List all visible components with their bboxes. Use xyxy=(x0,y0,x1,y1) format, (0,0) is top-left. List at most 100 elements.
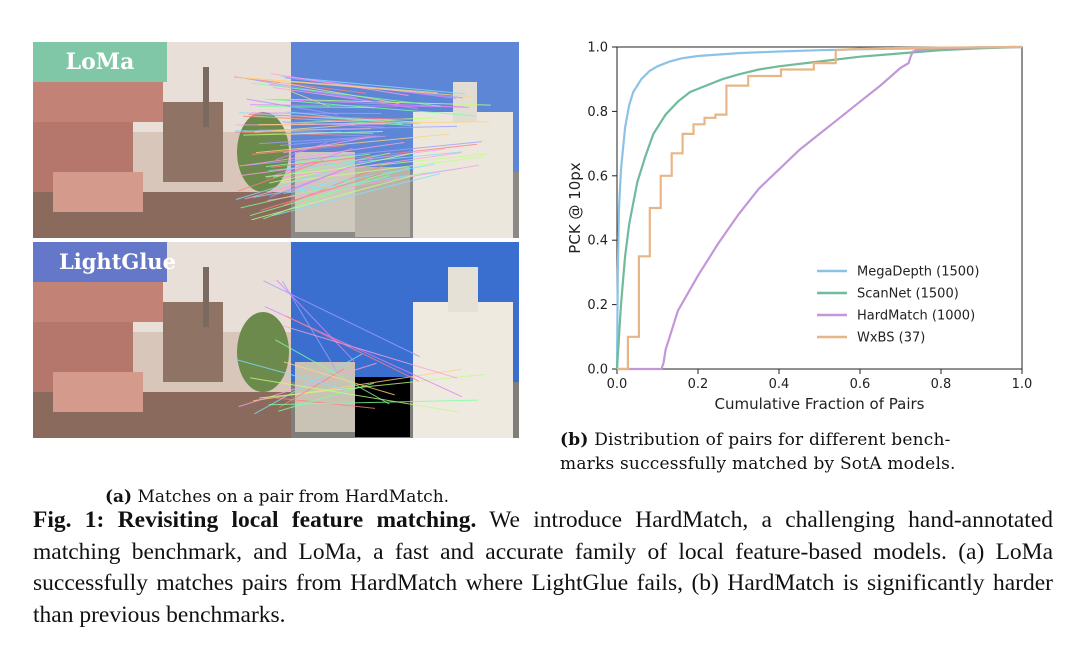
match-line xyxy=(236,359,347,391)
match-line xyxy=(250,104,465,108)
y-tick-label: 0.8 xyxy=(587,105,608,120)
match-line xyxy=(238,112,420,125)
x-axis-title: Cumulative Fraction of Pairs xyxy=(715,395,925,413)
x-tick-label: 0.6 xyxy=(850,377,871,392)
match-line xyxy=(281,152,462,179)
y-tick-label: 0.0 xyxy=(587,363,608,378)
scene-pair-image xyxy=(33,42,519,238)
loma-match-lines xyxy=(233,73,491,221)
figure-title: Revisiting local feature matching. xyxy=(117,507,477,533)
right-tower-2 xyxy=(448,267,478,312)
caption-a: (a) Matches on a pair from HardMatch. xyxy=(105,487,449,507)
caption-b-label: (b) xyxy=(560,430,589,450)
series-line-wxbs xyxy=(617,45,1023,371)
sofa xyxy=(53,172,143,212)
left-building-2 xyxy=(163,302,223,382)
figure-body: We introduce HardMatch, a challenging ha… xyxy=(33,507,1054,628)
sofa-2 xyxy=(53,372,143,412)
match-line xyxy=(240,168,409,209)
match-line xyxy=(237,77,472,97)
pck-chart: 0.0 0.2 0.4 0.6 0.8 1.0 0.0 0.2 0.4 0.6 0.8 1.0 Meg… xyxy=(566,41,1032,414)
match-line xyxy=(256,133,450,154)
legend-label: ScanNet (1500) xyxy=(857,287,959,302)
match-line xyxy=(280,156,483,184)
match-line xyxy=(260,173,382,211)
panel-a-matches: LoMa LightGlue (a) Matches on a pair fro… xyxy=(33,42,519,507)
x-tick-label: 0.4 xyxy=(769,377,790,392)
series-line-scannet xyxy=(615,45,1023,370)
awning-2 xyxy=(33,282,163,322)
match-line xyxy=(264,98,476,117)
spire xyxy=(203,67,209,127)
match-line xyxy=(286,161,363,193)
chart-axes: 0.0 0.2 0.4 0.6 0.8 1.0 0.0 0.2 0.4 0.6 0.8 1.0 xyxy=(587,41,1032,393)
spire-2 xyxy=(203,267,209,327)
match-line xyxy=(248,114,411,120)
match-line xyxy=(254,353,363,415)
y-axis-title: PCK @ 10px xyxy=(566,162,584,254)
match-line xyxy=(245,141,483,166)
loma-label: LoMa xyxy=(33,42,167,82)
match-line xyxy=(249,112,382,115)
match-line xyxy=(286,315,419,382)
match-line xyxy=(270,143,478,168)
x-tick-label: 0.0 xyxy=(607,377,628,392)
match-line xyxy=(265,153,370,168)
match-line xyxy=(267,164,479,201)
match-line xyxy=(241,76,438,94)
loma-match-image: LoMa xyxy=(33,42,519,238)
match-line xyxy=(268,399,478,406)
y-tick-label: 1.0 xyxy=(587,41,608,56)
match-line xyxy=(283,135,375,154)
right-building-3 xyxy=(413,112,513,238)
plot-frame xyxy=(616,46,1023,370)
match-line xyxy=(234,130,374,134)
match-line xyxy=(258,121,490,126)
awning xyxy=(33,82,163,122)
y-tick-label: 0.2 xyxy=(587,298,608,313)
match-line xyxy=(259,135,380,145)
series-line-hardmatch xyxy=(617,45,1023,371)
lightglue-match-image: LightGlue xyxy=(33,242,519,438)
match-line xyxy=(269,152,415,184)
caption-b: (b) Distribution of pairs for different … xyxy=(560,428,1050,476)
match-line xyxy=(239,76,358,99)
match-line xyxy=(283,325,458,379)
match-line xyxy=(242,115,399,124)
right-building-6 xyxy=(413,302,513,438)
match-line xyxy=(273,152,391,178)
match-line xyxy=(249,377,459,413)
scene-pair-image-2 xyxy=(33,242,519,438)
caption-b-line2: marks successfully matched by SotA model… xyxy=(560,454,956,474)
figure-label: Fig. 1: xyxy=(33,507,105,533)
legend-label: HardMatch (1000) xyxy=(857,309,975,324)
match-line xyxy=(251,82,441,107)
match-line xyxy=(271,173,441,217)
match-line xyxy=(282,121,385,128)
match-line xyxy=(281,75,465,95)
match-line xyxy=(283,361,395,396)
match-line xyxy=(238,362,377,408)
match-line xyxy=(275,142,328,161)
legend-label: WxBS (37) xyxy=(857,331,925,346)
chart-legend: MegaDepth (1500) ScanNet (1500) HardMatch … xyxy=(817,265,979,346)
palm-plant-2 xyxy=(237,312,289,392)
lightglue-label: LightGlue xyxy=(33,242,176,282)
x-tick-label: 1.0 xyxy=(1012,377,1033,392)
legend-label: MegaDepth (1500) xyxy=(857,265,979,280)
match-line xyxy=(233,76,367,94)
match-line xyxy=(270,73,409,96)
match-line xyxy=(257,105,375,109)
match-line xyxy=(275,339,390,405)
caption-a-text: Matches on a pair from HardMatch. xyxy=(137,487,450,507)
left-building xyxy=(163,102,223,182)
chart-series-lines xyxy=(615,45,1023,371)
figure-caption: Fig. 1: Revisiting local feature matchin… xyxy=(33,505,1053,631)
match-line xyxy=(251,171,427,221)
caption-a-label: (a) xyxy=(105,487,133,507)
y-tick-label: 0.6 xyxy=(587,169,608,184)
lightglue-match-lines xyxy=(236,279,486,415)
match-line xyxy=(249,175,390,217)
match-line xyxy=(235,131,385,137)
match-line xyxy=(265,153,489,178)
